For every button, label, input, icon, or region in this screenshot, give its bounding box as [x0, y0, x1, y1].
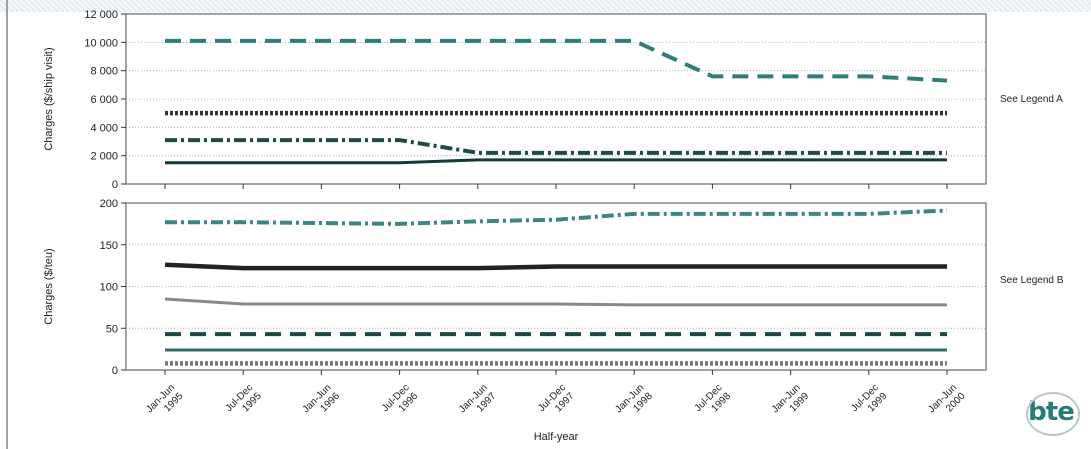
y-tick-label: 100 [100, 282, 118, 294]
x-tick-label: Jan-Jun1997 [457, 382, 499, 424]
x-tick-label: Jan-Jun1996 [301, 382, 343, 424]
x-tick-label: Jan-Jun2000 [926, 382, 968, 424]
top-border-strip [0, 0, 1091, 12]
y-tick-label: 0 [112, 365, 118, 377]
x-tick-label: Jan-Jun1998 [613, 382, 655, 424]
bte-logo: bte [1024, 392, 1080, 436]
legend-a-label: See Legend A [1000, 94, 1063, 105]
series-line-3 [164, 297, 947, 307]
x-tick-label: Jul-Dec1998 [693, 382, 734, 423]
y-tick-label: 200 [100, 198, 118, 210]
x-tick-label: Jul-Dec1997 [536, 382, 577, 423]
panel-1: 0 2 000 4 000 6 000 8 000 10 000 12 000 Charges… [43, 9, 987, 191]
y-tick-label: 6 000 [90, 94, 118, 106]
left-border-rule [6, 0, 8, 449]
y-tick-label: 150 [100, 240, 118, 252]
y-tick-label: 10 000 [84, 37, 118, 49]
series-line-4 [165, 158, 947, 165]
x-tick-label: Jan-Jun1995 [144, 382, 186, 424]
y-tick-label: 50 [106, 323, 118, 335]
panel-2: 0 50 100 150 200 Charges ($/teu) [43, 198, 987, 377]
series-line-1 [165, 38, 948, 83]
legend-b-label: See Legend B [1000, 275, 1064, 286]
y-tick-label: 0 [112, 179, 118, 191]
y-axis-label: Charges ($/ship visit) [43, 47, 55, 150]
series-line-3 [165, 138, 947, 155]
y-tick-label: 2 000 [90, 151, 118, 163]
y-tick-label: 8 000 [90, 66, 118, 78]
x-axis-label: Half-year [534, 431, 579, 443]
x-axis-labels: Jan-Jun1995 Jul-Dec1995 Jan-Jun1996 Jul-Dec… [144, 382, 968, 424]
logo-ring [1026, 392, 1080, 436]
x-tick-label: Jul-Dec1995 [224, 382, 265, 423]
y-axis-label: Charges ($/teu) [43, 248, 55, 324]
y-tick-label: 12 000 [84, 9, 118, 21]
series-line-2 [164, 262, 947, 271]
x-tick-label: Jan-Jun1999 [770, 382, 812, 424]
y-tick-label: 4 000 [90, 122, 118, 134]
series-line-1 [165, 208, 948, 226]
x-tick-label: Jul-Dec1996 [380, 382, 421, 423]
x-tick-label: Jul-Dec1999 [849, 382, 890, 423]
